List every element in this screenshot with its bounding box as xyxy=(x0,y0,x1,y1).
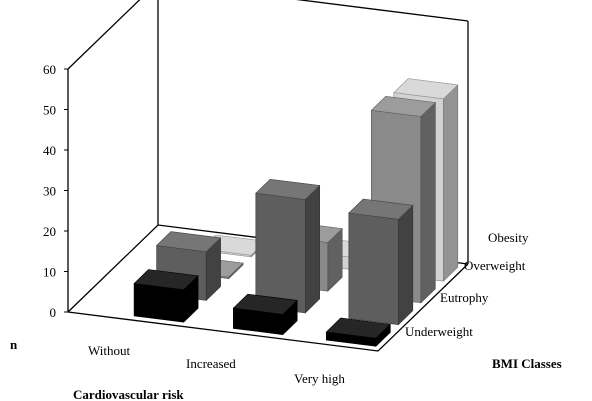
labels-layer: 0 10 20 30 40 50 60 Without Increased Very high Un… xyxy=(43,62,529,386)
chart-frame xyxy=(64,0,469,352)
z-tick-label: Overweight xyxy=(464,258,526,273)
y-tick-label: 50 xyxy=(43,103,56,118)
y-tick-label: 20 xyxy=(43,224,56,239)
bar-top-face xyxy=(325,317,391,339)
bar-top-face xyxy=(370,95,436,117)
z-tick-label: Underweight xyxy=(405,324,473,339)
bar-top-face xyxy=(393,78,459,100)
bar-top-face xyxy=(255,178,321,200)
bar-side-face xyxy=(398,204,414,326)
y-tick-label: 0 xyxy=(50,305,57,320)
z-tick-label: Obesity xyxy=(488,230,529,245)
bar-side-face xyxy=(420,101,436,304)
y-tick-label: 60 xyxy=(43,62,56,77)
bars-layer xyxy=(133,78,459,348)
y-axis-title: n xyxy=(10,337,18,352)
left-wall-top-edge xyxy=(67,0,141,70)
bar-side-face xyxy=(304,184,321,314)
bar-underweight-without xyxy=(133,269,199,323)
x-tick-label: Without xyxy=(88,343,130,358)
x-tick-label: Very high xyxy=(294,371,345,386)
bar-underweight-very-high xyxy=(325,317,391,348)
z-tick-label: Eutrophy xyxy=(440,290,489,305)
bar-top-face xyxy=(155,231,222,253)
x-tick-label: Increased xyxy=(186,356,236,371)
bar-front-face xyxy=(133,283,184,323)
bar-underweight-increased xyxy=(232,293,298,336)
bar-front-face xyxy=(255,192,306,314)
floor-front-edges xyxy=(67,263,469,352)
y-tick-label: 40 xyxy=(43,143,56,158)
x-axis-title: Cardiovascular risk xyxy=(73,387,184,401)
bar-top-face xyxy=(232,293,298,315)
bar-top-face xyxy=(133,269,199,291)
bar-top-face xyxy=(348,198,414,220)
bar-eutrophy-increased xyxy=(255,178,321,314)
bar-side-face xyxy=(443,84,459,282)
y-tick-label: 30 xyxy=(43,184,56,199)
bar-front-face xyxy=(348,212,399,325)
y-tick-label: 10 xyxy=(43,265,56,280)
bar-eutrophy-very-high xyxy=(348,198,414,326)
back-wall-top-edge xyxy=(295,0,469,22)
z-axis-title: BMI Classes xyxy=(492,356,562,371)
